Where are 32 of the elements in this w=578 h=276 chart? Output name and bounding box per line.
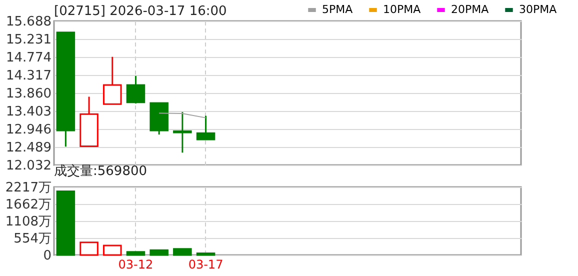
y-tick-label: 14.317 — [6, 68, 52, 84]
y-tick-label: 15.688 — [6, 14, 52, 30]
bar — [126, 251, 146, 256]
y-tick-label: 15.231 — [6, 32, 52, 48]
y-tick-label: 0 — [43, 248, 52, 264]
legend-label: 30PMA — [519, 3, 558, 16]
bar — [173, 248, 192, 256]
y-tick-label: 554万 — [14, 232, 52, 247]
y-tick-label: 2217万 — [5, 180, 52, 196]
chart-title: [02715] 2026-03-17 16:00 — [54, 4, 227, 19]
bar — [150, 249, 168, 256]
y-tick-label: 1662万 — [5, 198, 52, 213]
legend-label: 10PMA — [383, 3, 422, 16]
y-tick-label: 13.403 — [6, 104, 52, 120]
y-tick-label: 13.860 — [6, 86, 52, 102]
bar — [80, 242, 98, 256]
bar — [56, 190, 76, 256]
y-tick-label: 12.946 — [6, 122, 52, 138]
y-tick-label: 1108万 — [5, 214, 52, 230]
candlestick — [173, 111, 192, 154]
y-tick-label: 12.489 — [6, 140, 52, 156]
y-tick-label: 14.774 — [6, 50, 52, 66]
bar — [102, 244, 122, 256]
y-tick-label: 12.032 — [6, 158, 52, 174]
candlestick — [126, 75, 146, 104]
legend-label: 5PMA — [322, 3, 354, 16]
x-tick-label: 03-17 — [188, 258, 224, 272]
legend-label: 20PMA — [451, 3, 490, 16]
candlestick — [102, 56, 122, 105]
candlestick — [196, 115, 216, 140]
chart-title: 成交量:569800 — [54, 163, 148, 179]
x-tick-label: 03-12 — [118, 258, 154, 272]
